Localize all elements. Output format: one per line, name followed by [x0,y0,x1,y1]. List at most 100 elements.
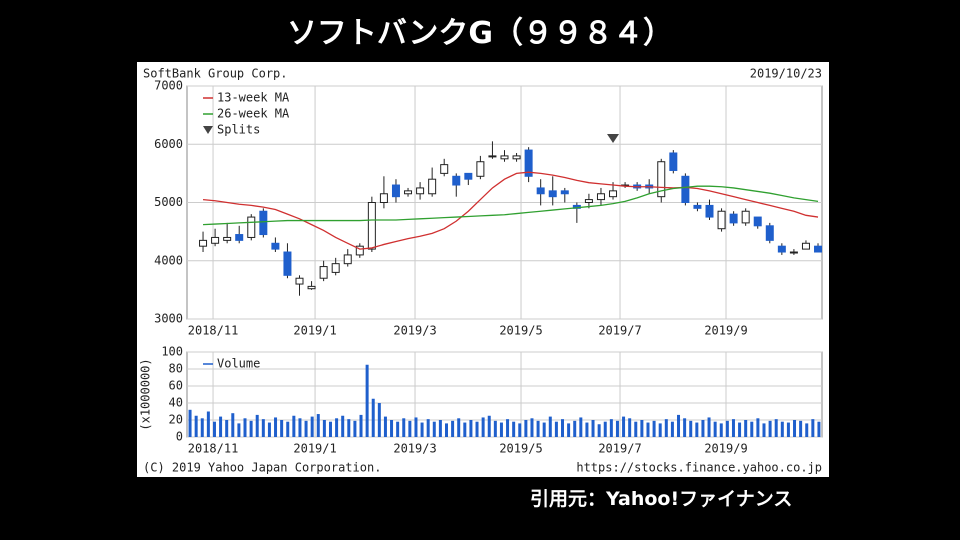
bar [475,421,479,437]
bar [298,418,302,437]
bar [444,423,448,437]
bar [628,418,632,437]
bar [438,420,442,437]
bar [689,420,693,437]
bar [469,420,473,437]
bar [603,421,607,437]
bar [231,413,235,437]
company: SoftBank Group Corp. [143,67,288,81]
candle-body [211,236,220,244]
bar [817,421,821,437]
y-tick-label: 60 [169,379,183,393]
bar [609,419,613,437]
bar [188,409,192,437]
bar [396,421,400,437]
bar [402,418,406,437]
copyright: (C) 2019 Yahoo Japan Corporation. [143,461,381,475]
candle-body [223,236,232,241]
candle-body [476,161,485,177]
ma-line [203,185,819,226]
candle-body [524,149,533,177]
bar [243,418,247,437]
candle-body [464,172,473,180]
bar [280,420,284,437]
candle-body [307,285,316,290]
y-axis-label: (x1000000) [139,358,153,430]
bar [341,415,345,437]
legend-label: 26-week MA [217,107,290,121]
bar [591,420,595,437]
candle-body [391,184,400,198]
bar [390,420,394,437]
bar [316,414,320,437]
candle-body [512,155,521,160]
bar [542,422,546,437]
y-tick-label: 6000 [154,137,183,151]
bar [365,364,369,437]
bar [493,420,497,437]
bar [707,417,711,437]
candle-body [741,210,750,224]
bar [597,424,601,437]
candle-body [367,202,376,250]
bar [518,423,522,437]
candle-body [548,190,557,198]
x-tick-label: 2019/9 [704,442,747,456]
candle-body [609,190,618,198]
y-tick-label: 7000 [154,79,183,93]
candle-body [331,263,340,273]
bar [634,421,638,437]
bar [310,416,314,437]
bar [255,414,259,437]
bar [579,417,583,437]
bar [304,420,308,437]
bar [548,416,552,437]
bar [219,416,223,437]
bar [640,420,644,437]
x-tick-label: 2019/1 [293,442,336,456]
y-tick-label: 3000 [154,312,183,326]
bar [561,419,565,437]
y-tick-label: 0 [176,430,183,444]
candle-body [488,155,497,158]
candle-body [404,190,413,195]
bar [200,418,204,437]
bar [615,420,619,437]
bar [768,420,772,437]
source: 引用元：Yahoo!ファイナンス [530,488,793,510]
bar [261,419,265,437]
bar [414,417,418,437]
legend-label: Splits [217,123,260,137]
bar [206,411,210,437]
bar [780,421,784,437]
bar [536,420,540,437]
bar [567,423,571,437]
y-tick-label: 5000 [154,195,183,209]
candle-body [199,239,208,247]
bar [799,420,803,437]
bar [432,421,436,437]
bar [811,419,815,437]
bar [573,420,577,437]
candle-body [536,187,545,195]
bar [481,417,485,437]
bar [664,419,668,437]
candle-body [596,193,605,201]
bar [670,421,674,437]
bar [274,417,278,437]
bar [377,403,381,437]
bar [499,422,503,437]
chart-panel [137,62,829,477]
bar [744,420,748,437]
bar [774,419,778,437]
bar [677,414,681,437]
y-tick-label: 100 [161,345,183,359]
split-marker [607,134,620,143]
candle-body [765,225,774,241]
bar [762,423,766,437]
candle-body [789,251,798,254]
bar [212,421,216,437]
bar [371,398,375,437]
